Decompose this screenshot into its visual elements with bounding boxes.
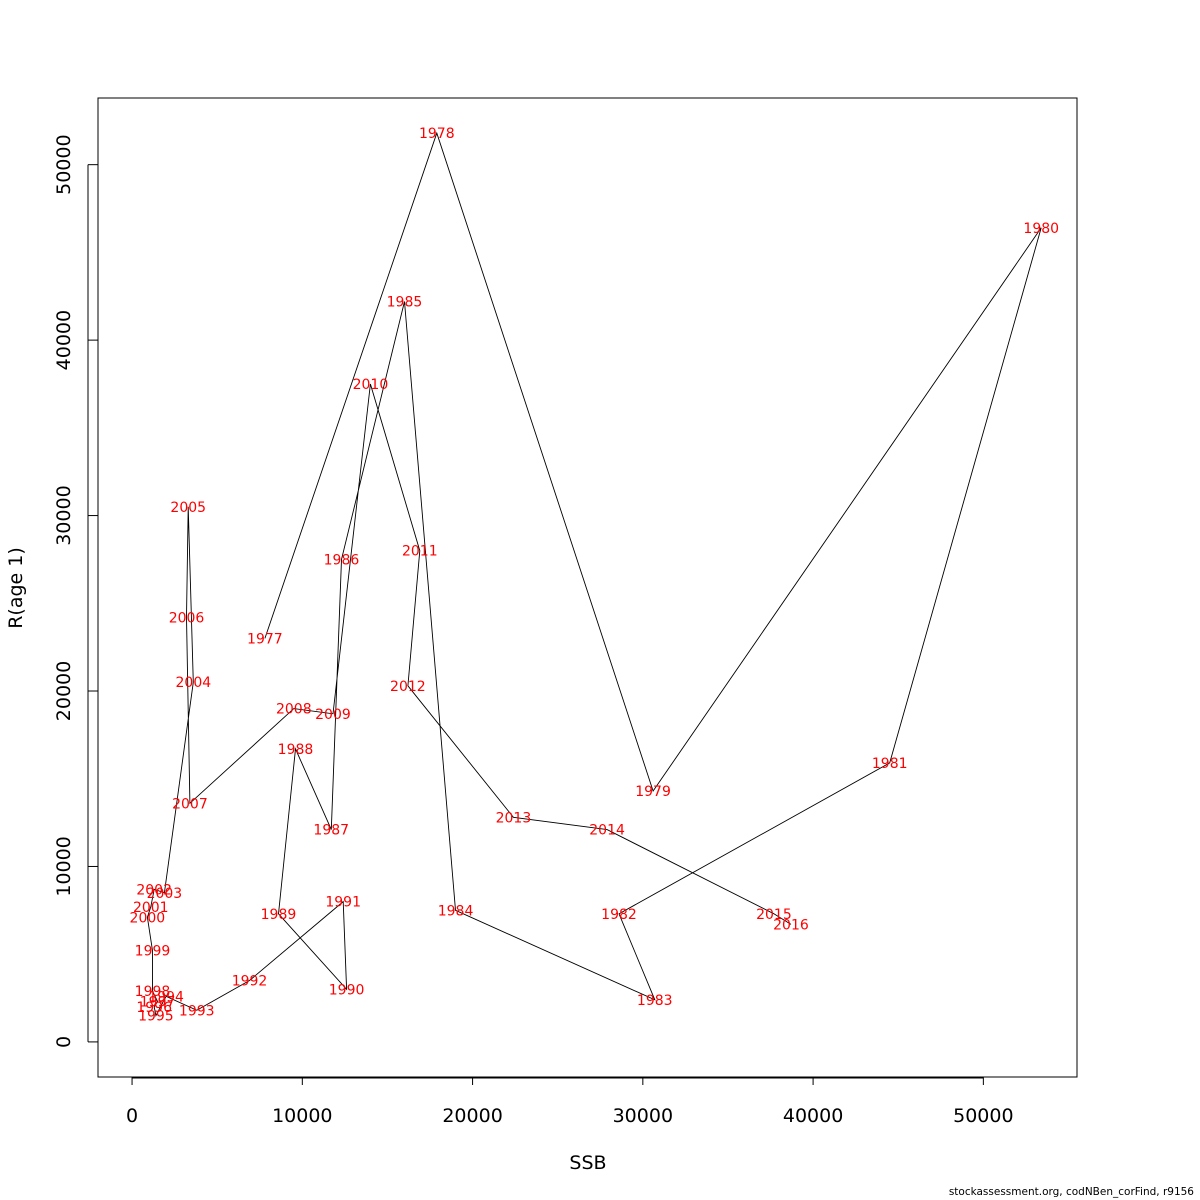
year-label-2010: 2010 (353, 377, 389, 393)
year-label-2008: 2008 (276, 702, 312, 718)
year-label-1989: 1989 (261, 907, 297, 923)
x-axis: 0 10000 20000 30000 40000 50000 (126, 1077, 1014, 1127)
year-label-1991: 1991 (325, 895, 361, 911)
year-label-1978: 1978 (419, 126, 455, 142)
year-label-1986: 1986 (324, 552, 360, 568)
year-label-2005: 2005 (170, 500, 206, 516)
series-line (146, 131, 1042, 1017)
year-label-1983: 1983 (637, 993, 673, 1009)
x-tick-label: 30000 (613, 1105, 673, 1127)
year-label-1997: 1997 (140, 995, 176, 1011)
y-axis: 0 10000 20000 30000 40000 50000 (53, 134, 98, 1048)
footer-note: stockassessment.org, codNBen_corFind, r9… (948, 1186, 1194, 1198)
year-label-1990: 1990 (329, 982, 365, 998)
year-label-1977: 1977 (247, 631, 283, 647)
x-axis-title: SSB (569, 1152, 606, 1174)
year-label-2006: 2006 (169, 610, 205, 626)
year-label-2016: 2016 (773, 917, 809, 933)
year-label-1987: 1987 (313, 823, 349, 839)
year-label-1988: 1988 (278, 742, 314, 758)
year-labels: 1977 1978 1979 1980 1981 1982 1983 1984 1985 1986… (130, 126, 1060, 1025)
year-label-2007: 2007 (172, 796, 208, 812)
year-label-2009: 2009 (315, 707, 351, 723)
year-label-2002: 2002 (136, 882, 172, 898)
year-label-1999: 1999 (135, 944, 171, 960)
year-label-2011: 2011 (402, 544, 438, 560)
year-label-2001: 2001 (133, 900, 169, 916)
year-label-1984: 1984 (438, 903, 474, 919)
year-label-1998: 1998 (135, 984, 171, 1000)
year-label-2000: 2000 (130, 910, 166, 926)
x-tick-label: 0 (126, 1105, 138, 1127)
year-label-2012: 2012 (390, 679, 426, 695)
year-label-1995: 1995 (138, 1009, 174, 1025)
y-axis-title: R(age 1) (5, 547, 27, 629)
x-tick-label: 50000 (953, 1105, 1013, 1127)
y-tick-label: 50000 (53, 134, 75, 194)
year-label-1980: 1980 (1023, 221, 1059, 237)
year-label-2014: 2014 (589, 823, 625, 839)
plot-frame (97, 97, 1078, 1078)
year-label-1993: 1993 (179, 1003, 215, 1019)
y-tick-label: 30000 (53, 485, 75, 545)
y-tick-label: 0 (53, 1036, 75, 1048)
x-tick-label: 10000 (272, 1105, 332, 1127)
year-label-1996: 1996 (136, 1000, 172, 1016)
x-tick-label: 20000 (442, 1105, 502, 1127)
year-label-2015: 2015 (756, 907, 792, 923)
year-label-1985: 1985 (387, 295, 423, 311)
year-label-2003: 2003 (147, 886, 183, 902)
y-tick-label: 20000 (53, 661, 75, 721)
year-label-2004: 2004 (176, 675, 212, 691)
year-label-1992: 1992 (232, 974, 268, 990)
y-tick-label: 40000 (53, 310, 75, 370)
x-tick-label: 40000 (783, 1105, 843, 1127)
year-label-2013: 2013 (496, 810, 532, 826)
year-label-1981: 1981 (872, 756, 908, 772)
year-label-1979: 1979 (635, 784, 671, 800)
y-tick-label: 10000 (53, 836, 75, 896)
year-label-1982: 1982 (601, 907, 637, 923)
year-label-1994: 1994 (148, 989, 184, 1005)
